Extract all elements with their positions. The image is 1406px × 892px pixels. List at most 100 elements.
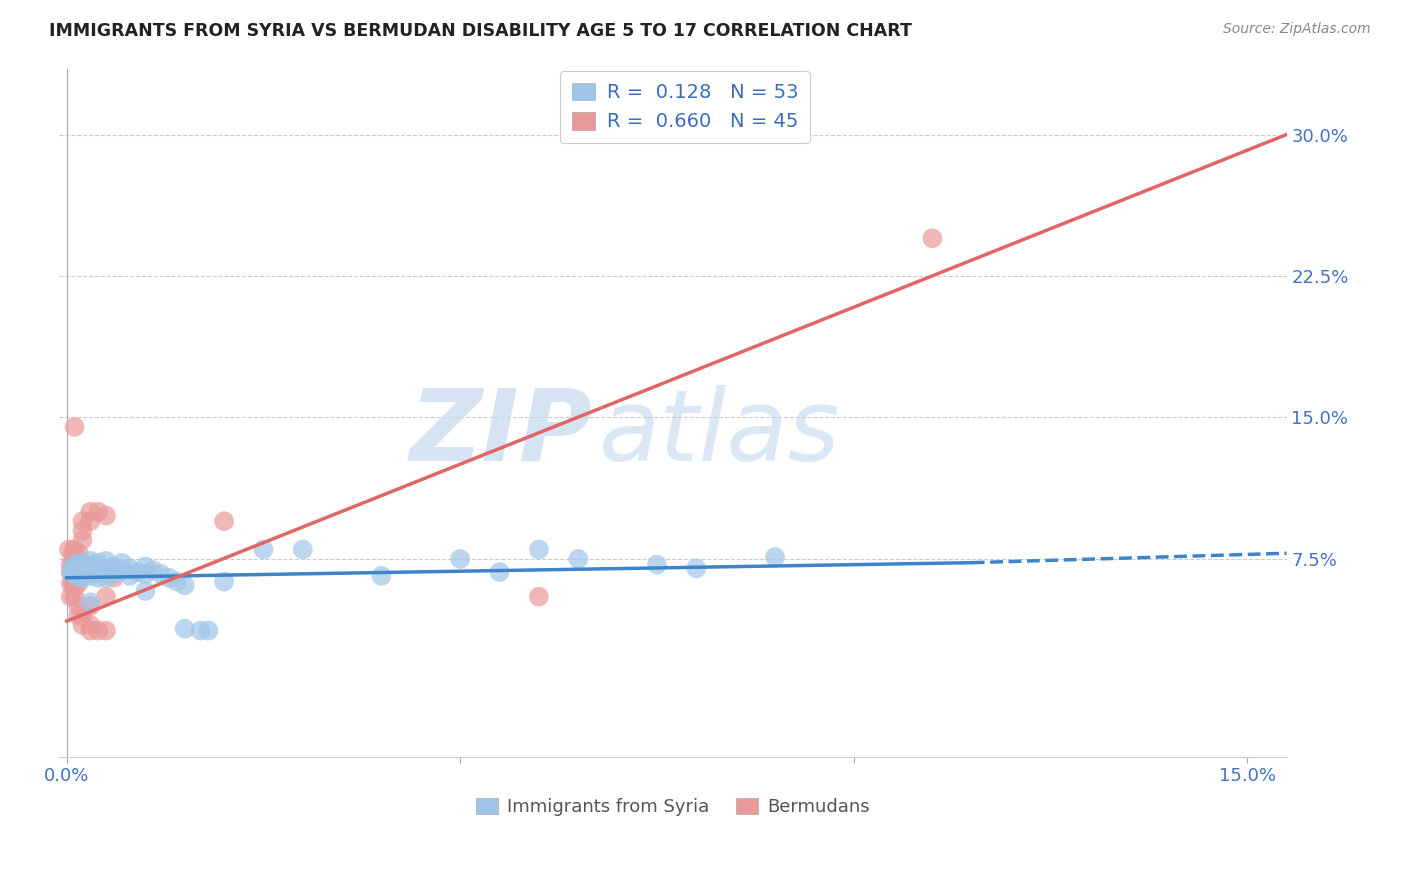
Point <box>67 576 90 591</box>
Point <box>134 559 156 574</box>
Point <box>921 231 943 245</box>
Point <box>94 624 117 638</box>
Point <box>127 565 149 579</box>
Point <box>103 559 125 574</box>
Point <box>62 561 84 575</box>
Point <box>94 571 117 585</box>
Point <box>62 556 84 570</box>
Point <box>79 565 101 579</box>
Point <box>67 559 90 574</box>
Point <box>67 565 90 579</box>
Point <box>72 571 94 585</box>
Point <box>111 563 134 577</box>
Point <box>63 590 86 604</box>
Point <box>79 505 101 519</box>
Point <box>142 563 165 577</box>
Point <box>79 618 101 632</box>
Point <box>59 558 82 572</box>
Point <box>72 608 94 623</box>
Point <box>94 554 117 568</box>
Point <box>63 542 86 557</box>
Point <box>252 542 274 557</box>
Point <box>190 624 212 638</box>
Point <box>166 574 188 589</box>
Point <box>67 546 90 560</box>
Point <box>87 556 110 570</box>
Point <box>173 622 195 636</box>
Point <box>94 590 117 604</box>
Point <box>75 566 97 581</box>
Point <box>58 542 80 557</box>
Point <box>67 556 90 570</box>
Point <box>173 578 195 592</box>
Point <box>59 590 82 604</box>
Point <box>94 563 117 577</box>
Point <box>79 624 101 638</box>
Text: ZIP: ZIP <box>411 384 593 482</box>
Point <box>488 565 510 579</box>
Point <box>645 558 668 572</box>
Point <box>75 559 97 574</box>
Point <box>67 608 90 623</box>
Point <box>83 558 105 572</box>
Point <box>87 563 110 577</box>
Point <box>150 566 173 581</box>
Point <box>197 624 219 638</box>
Point <box>67 571 90 585</box>
Point <box>87 571 110 585</box>
Point <box>87 505 110 519</box>
Point <box>79 561 101 575</box>
Point <box>103 571 125 585</box>
Point <box>567 552 589 566</box>
Point <box>134 566 156 581</box>
Point <box>212 514 235 528</box>
Point <box>79 554 101 568</box>
Point <box>157 571 180 585</box>
Point <box>94 508 117 523</box>
Point <box>87 624 110 638</box>
Point <box>62 576 84 591</box>
Point <box>63 561 86 575</box>
Point <box>72 565 94 579</box>
Point <box>62 546 84 560</box>
Point <box>72 533 94 547</box>
Point <box>59 565 82 579</box>
Point <box>527 542 550 557</box>
Point <box>62 565 84 579</box>
Point <box>291 542 314 557</box>
Point <box>59 565 82 579</box>
Point <box>79 595 101 609</box>
Text: atlas: atlas <box>599 384 841 482</box>
Point <box>87 565 110 579</box>
Point <box>72 524 94 538</box>
Point <box>111 556 134 570</box>
Point <box>118 561 141 575</box>
Point <box>763 549 786 564</box>
Point <box>72 563 94 577</box>
Point <box>212 574 235 589</box>
Point <box>79 514 101 528</box>
Point <box>79 599 101 613</box>
Point <box>370 569 392 583</box>
Point <box>527 590 550 604</box>
Point <box>72 514 94 528</box>
Legend: Immigrants from Syria, Bermudans: Immigrants from Syria, Bermudans <box>468 791 876 823</box>
Text: IMMIGRANTS FROM SYRIA VS BERMUDAN DISABILITY AGE 5 TO 17 CORRELATION CHART: IMMIGRANTS FROM SYRIA VS BERMUDAN DISABI… <box>49 22 912 40</box>
Point <box>449 552 471 566</box>
Point <box>63 571 86 585</box>
Point <box>67 599 90 613</box>
Point <box>134 584 156 599</box>
Point <box>72 618 94 632</box>
Point <box>63 565 86 579</box>
Point <box>685 561 707 575</box>
Point <box>79 569 101 583</box>
Point <box>72 556 94 570</box>
Point <box>103 566 125 581</box>
Point <box>91 561 114 575</box>
Point <box>63 558 86 572</box>
Point <box>63 580 86 594</box>
Text: Source: ZipAtlas.com: Source: ZipAtlas.com <box>1223 22 1371 37</box>
Point <box>63 552 86 566</box>
Point <box>59 576 82 591</box>
Point <box>118 569 141 583</box>
